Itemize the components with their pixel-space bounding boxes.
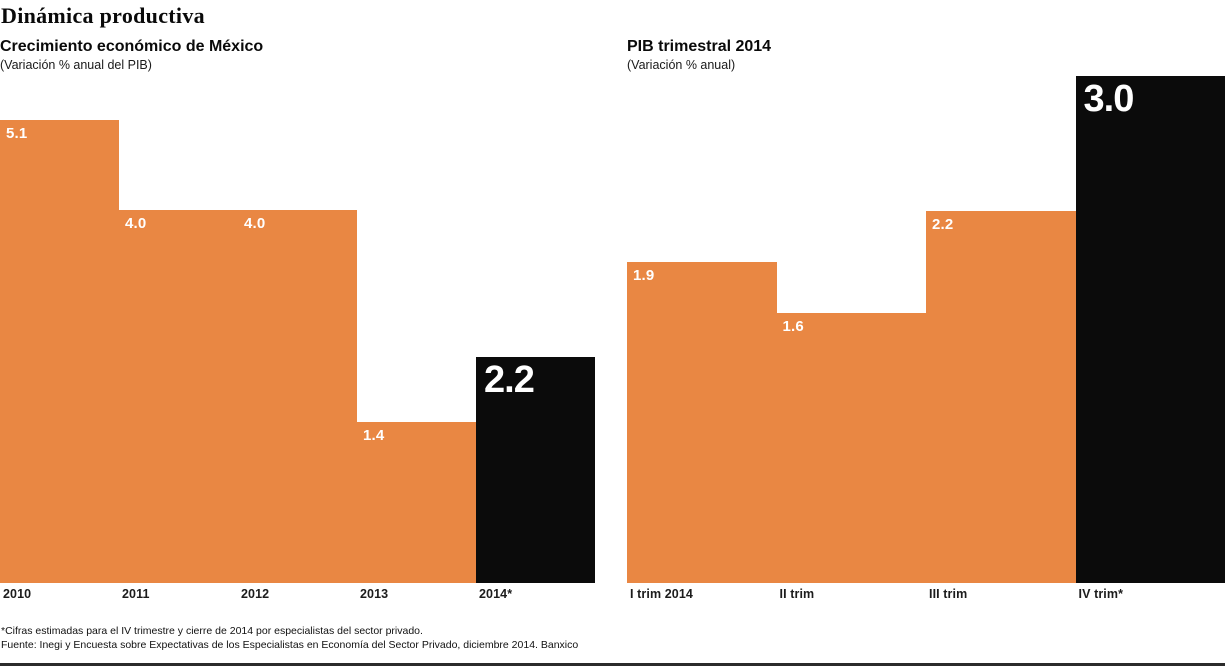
x-axis-label: I trim 2014 <box>627 587 777 607</box>
chart-annual-gdp-growth: Crecimiento económico de México (Variaci… <box>0 38 595 607</box>
x-axis-label: 2011 <box>119 587 238 607</box>
chart-title: PIB trimestral 2014 <box>627 38 1225 56</box>
bar: 4.0 <box>119 210 238 583</box>
bar: 5.1 <box>0 120 119 583</box>
bar: 2.2 <box>926 211 1076 583</box>
bar: 1.4 <box>357 422 476 583</box>
x-axis-label: 2013 <box>357 587 476 607</box>
bar: 4.0 <box>238 210 357 583</box>
bar-value-label: 4.0 <box>244 215 265 232</box>
footer: *Cifras estimadas para el IV trimestre y… <box>0 625 1225 652</box>
x-axis-label: III trim <box>926 587 1076 607</box>
x-axis-label: 2010 <box>0 587 119 607</box>
x-axis-label: 2014* <box>476 587 595 607</box>
bar-highlight: 3.0 <box>1076 76 1225 583</box>
chart-quarterly-gdp-2014: PIB trimestral 2014 (Variación % anual) … <box>627 38 1225 607</box>
x-axis-label: IV trim* <box>1076 587 1225 607</box>
x-axis-label: II trim <box>777 587 927 607</box>
bar: 1.9 <box>627 262 777 583</box>
bar-value-label: 2.2 <box>484 361 534 399</box>
bar-plot-area: 1.9 1.6 2.2 3.0 <box>627 71 1225 583</box>
bar-plot-area: 5.1 4.0 4.0 1.4 2.2 <box>0 71 595 583</box>
footnote: *Cifras estimadas para el IV trimestre y… <box>1 625 1225 638</box>
bar-value-label: 1.9 <box>633 267 654 284</box>
bar-value-label: 1.4 <box>363 427 384 444</box>
page-title: Dinámica productiva <box>1 3 1225 29</box>
bar-highlight: 2.2 <box>476 357 595 583</box>
x-axis-label: 2012 <box>238 587 357 607</box>
bar-value-label: 5.1 <box>6 125 27 142</box>
bar-value-label: 3.0 <box>1084 80 1134 118</box>
bar-value-label: 2.2 <box>932 216 953 233</box>
infographic: Dinámica productiva Crecimiento económic… <box>0 3 1225 669</box>
bar-value-label: 1.6 <box>783 318 804 335</box>
bar-value-label: 4.0 <box>125 215 146 232</box>
chart-title: Crecimiento económico de México <box>0 38 595 56</box>
charts-row: Crecimiento económico de México (Variaci… <box>0 38 1225 607</box>
bar: 1.6 <box>777 313 927 583</box>
source-line: Fuente: Inegi y Encuesta sobre Expectati… <box>1 639 1225 652</box>
